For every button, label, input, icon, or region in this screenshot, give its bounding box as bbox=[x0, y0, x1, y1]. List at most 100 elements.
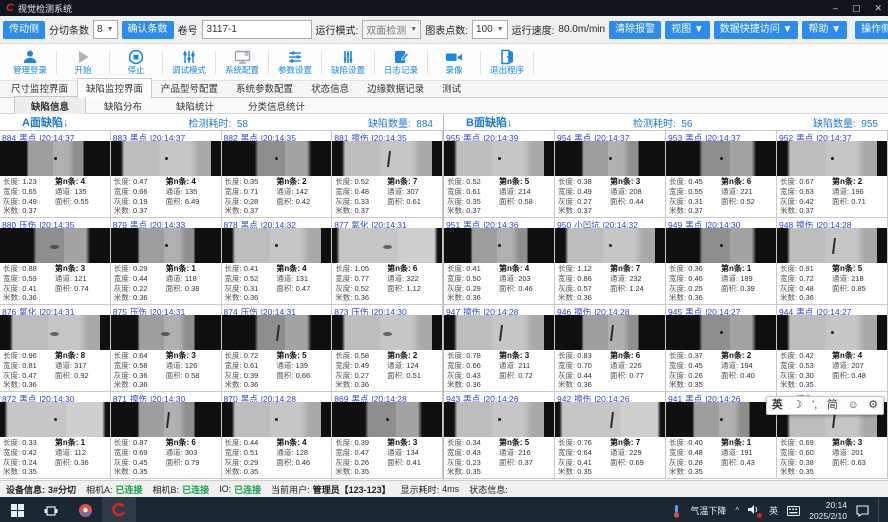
roll-number-input[interactable] bbox=[202, 20, 312, 39]
data-quick-access-menu-button[interactable]: 数据快捷访问 ▼ bbox=[714, 21, 799, 39]
parameter-settings-button[interactable]: 参数设置 bbox=[269, 45, 321, 79]
sub-tab[interactable]: 缺陷信息 bbox=[14, 96, 86, 116]
defect-image[interactable] bbox=[666, 141, 776, 176]
notification-center-icon[interactable] bbox=[856, 505, 869, 517]
show-desktop-sliver[interactable] bbox=[878, 497, 882, 522]
defect-cell[interactable]: 941黑点|20:14:26 长度: 0.40 宽度: 0.48 灰度: 0.2… bbox=[666, 392, 777, 479]
ime-language-toggle[interactable]: 英 bbox=[772, 400, 783, 411]
chart-points-select[interactable]: 100 ▼ bbox=[472, 20, 508, 39]
defect-image[interactable] bbox=[555, 141, 665, 176]
defect-image[interactable] bbox=[555, 228, 665, 263]
sub-tab[interactable]: 分类信息统计 bbox=[232, 97, 321, 115]
debug-mode-button[interactable]: 调试模式 bbox=[163, 45, 215, 79]
defect-cell[interactable]: 875压伤|20:14:31 长度: 0.64 宽度: 0.58 灰度: 0.3… bbox=[111, 305, 222, 392]
defect-cell[interactable]: 949黑点|20:14:30 长度: 0.36 宽度: 0.46 灰度: 0.2… bbox=[666, 218, 777, 305]
touch-keyboard-icon[interactable] bbox=[787, 506, 800, 516]
sub-tab[interactable]: 缺陷统计 bbox=[160, 97, 230, 115]
strip-count-select[interactable]: 8 ▼ bbox=[93, 20, 118, 39]
defect-image[interactable] bbox=[0, 315, 110, 350]
defect-image[interactable] bbox=[777, 315, 887, 350]
volume-button[interactable] bbox=[748, 504, 760, 517]
defect-cell[interactable]: 942擦伤|20:14:26 长度: 0.76 宽度: 0.64 灰度: 0.4… bbox=[555, 392, 666, 479]
defect-image[interactable] bbox=[111, 315, 221, 350]
stop-button[interactable]: 停止 bbox=[110, 45, 162, 79]
log-record-button[interactable]: 日志记录 bbox=[375, 45, 427, 79]
start-menu-button[interactable] bbox=[0, 497, 34, 522]
defect-image[interactable] bbox=[111, 141, 221, 176]
ime-fullwidth-toggle[interactable]: ☽ bbox=[792, 400, 802, 411]
defect-cell[interactable]: 945黑点|20:14:27 长度: 0.37 宽度: 0.45 灰度: 0.2… bbox=[666, 305, 777, 392]
main-tab[interactable]: 测试 bbox=[433, 78, 470, 97]
ime-punctuation-toggle[interactable]: ’, bbox=[812, 400, 818, 411]
defect-image[interactable] bbox=[332, 228, 442, 263]
defect-image[interactable] bbox=[222, 315, 332, 350]
main-tab[interactable]: 产品型号配置 bbox=[152, 78, 227, 97]
defect-cell[interactable]: 881擦伤|20:14:35 长度: 0.52 宽度: 0.48 灰度: 0.3… bbox=[332, 131, 443, 218]
confirm-strip-count-button[interactable]: 确认条数 bbox=[122, 21, 174, 39]
clock[interactable]: 20:14 2025/2/10 bbox=[809, 500, 847, 521]
defect-image[interactable] bbox=[555, 402, 665, 437]
defect-image[interactable] bbox=[777, 141, 887, 176]
operate-side-button[interactable]: 操作侧 bbox=[855, 21, 888, 39]
defect-image[interactable] bbox=[222, 402, 332, 437]
defect-cell[interactable]: 874压伤|20:14:31 长度: 0.72 宽度: 0.61 灰度: 0.3… bbox=[222, 305, 333, 392]
defect-image[interactable] bbox=[332, 402, 442, 437]
defect-image[interactable] bbox=[444, 402, 554, 437]
main-tab[interactable]: 缺陷监控界面 bbox=[77, 78, 152, 98]
main-tab[interactable]: 系统参数配置 bbox=[227, 78, 302, 97]
defect-cell[interactable]: 872黑点|20:14:30 长度: 0.33 宽度: 0.42 灰度: 0.2… bbox=[0, 392, 111, 479]
defect-image[interactable] bbox=[222, 228, 332, 263]
taskbar-app-browser[interactable] bbox=[68, 497, 102, 522]
defect-cell[interactable]: 878黑点|20:14:32 长度: 0.41 宽度: 0.52 灰度: 0.3… bbox=[222, 218, 333, 305]
defect-image[interactable] bbox=[444, 141, 554, 176]
defect-image[interactable] bbox=[0, 402, 110, 437]
minimize-button[interactable]: – bbox=[833, 3, 838, 14]
defect-cell[interactable]: 944黑点|20:14:27 长度: 0.42 宽度: 0.53 灰度: 0.3… bbox=[777, 305, 888, 392]
defect-settings-button[interactable]: 缺陷设置 bbox=[322, 45, 374, 79]
defect-image[interactable] bbox=[0, 228, 110, 263]
weather-text[interactable]: 气温下降 bbox=[690, 504, 726, 517]
defect-cell[interactable]: 870黑点|20:14:28 长度: 0.44 宽度: 0.51 灰度: 0.2… bbox=[222, 392, 333, 479]
defect-image[interactable] bbox=[222, 141, 332, 176]
ime-simplified-toggle[interactable]: 简 bbox=[827, 400, 838, 411]
drive-side-button[interactable]: 传动侧 bbox=[3, 21, 45, 39]
defect-cell[interactable]: 954黑点|20:14:37 长度: 0.38 宽度: 0.49 灰度: 0.2… bbox=[555, 131, 666, 218]
defect-cell[interactable]: 884黑点|20:14:37 长度: 1.23 宽度: 0.65 灰度: 0.4… bbox=[0, 131, 111, 218]
main-tab[interactable]: 状态信息 bbox=[302, 78, 358, 97]
defect-cell[interactable]: 876氧化|20:14:31 长度: 0.96 宽度: 0.81 灰度: 0.4… bbox=[0, 305, 111, 392]
admin-login-button[interactable]: 管理登录 bbox=[4, 45, 56, 79]
record-video-button[interactable]: 录像 bbox=[428, 45, 480, 79]
start-button[interactable]: 开始 bbox=[57, 45, 109, 79]
defect-image[interactable] bbox=[777, 228, 887, 263]
defect-cell[interactable]: 946擦伤|20:14:28 长度: 0.83 宽度: 0.70 灰度: 0.4… bbox=[555, 305, 666, 392]
defect-cell[interactable]: 879黑点|20:14:33 长度: 0.29 宽度: 0.44 灰度: 0.2… bbox=[111, 218, 222, 305]
defect-image[interactable] bbox=[444, 228, 554, 263]
defect-cell[interactable]: 880压伤|20:14:35 长度: 0.88 宽度: 0.59 灰度: 0.4… bbox=[0, 218, 111, 305]
defect-image[interactable] bbox=[111, 228, 221, 263]
defect-cell[interactable]: 947擦伤|20:14:28 长度: 0.78 宽度: 0.66 灰度: 0.4… bbox=[444, 305, 555, 392]
defect-cell[interactable]: 955黑点|20:14:39 长度: 0.52 宽度: 0.61 灰度: 0.3… bbox=[444, 131, 555, 218]
view-menu-button[interactable]: 视图 ▼ bbox=[665, 21, 710, 39]
task-view-button[interactable] bbox=[34, 497, 68, 522]
defect-cell[interactable]: 952黑点|20:14:37 长度: 0.67 宽度: 0.63 灰度: 0.4… bbox=[777, 131, 888, 218]
defect-image[interactable] bbox=[332, 141, 442, 176]
defect-image[interactable] bbox=[666, 402, 776, 437]
help-menu-button[interactable]: 帮助 ▼ bbox=[802, 21, 847, 39]
system-config-button[interactable]: 系统配置 bbox=[216, 45, 268, 79]
exit-program-button[interactable]: 退出程序 bbox=[481, 45, 533, 79]
defect-cell[interactable]: 948擦伤|20:14:28 长度: 0.91 宽度: 0.72 灰度: 0.4… bbox=[777, 218, 888, 305]
defect-image[interactable] bbox=[0, 141, 110, 176]
close-button[interactable]: ✕ bbox=[874, 3, 882, 14]
thermometer-icon[interactable] bbox=[672, 504, 681, 518]
taskbar-app-inspection-system[interactable] bbox=[102, 497, 136, 522]
sub-tab[interactable]: 缺陷分布 bbox=[88, 97, 158, 115]
main-tab[interactable]: 边缘数据记录 bbox=[358, 78, 433, 97]
defect-image[interactable] bbox=[666, 228, 776, 263]
defect-cell[interactable]: 950小凹坑|20:14:32 长度: 1.12 宽度: 0.86 灰度: 0.… bbox=[555, 218, 666, 305]
ime-language-indicator[interactable]: 英 bbox=[769, 504, 778, 517]
ime-settings-gear-icon[interactable]: ⚙ bbox=[868, 400, 878, 411]
defect-cell[interactable]: 953黑点|20:14:37 长度: 0.45 宽度: 0.55 灰度: 0.3… bbox=[666, 131, 777, 218]
defect-cell[interactable]: 869黑点|20:14:28 长度: 0.39 宽度: 0.47 灰度: 0.2… bbox=[332, 392, 443, 479]
defect-image[interactable] bbox=[666, 315, 776, 350]
defect-image[interactable] bbox=[555, 315, 665, 350]
